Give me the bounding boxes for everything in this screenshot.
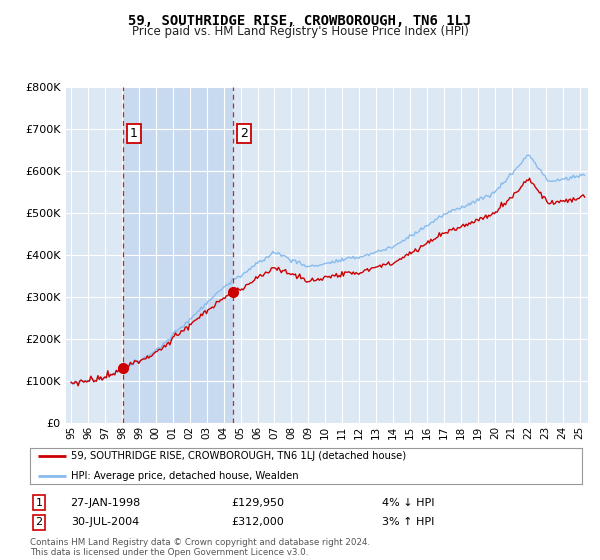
Text: 3% ↑ HPI: 3% ↑ HPI [382,517,434,528]
Bar [123,87,233,423]
Text: HPI: Average price, detached house, Wealden: HPI: Average price, detached house, Weal… [71,472,299,482]
Text: 2: 2 [35,517,43,528]
Text: 59, SOUTHRIDGE RISE, CROWBOROUGH, TN6 1LJ (detached house): 59, SOUTHRIDGE RISE, CROWBOROUGH, TN6 1L… [71,451,407,461]
Text: 1: 1 [35,498,43,508]
Text: £129,950: £129,950 [232,498,284,508]
Text: 59, SOUTHRIDGE RISE, CROWBOROUGH, TN6 1LJ: 59, SOUTHRIDGE RISE, CROWBOROUGH, TN6 1L… [128,14,472,28]
Text: 30-JUL-2004: 30-JUL-2004 [71,517,139,528]
Text: Contains HM Land Registry data © Crown copyright and database right 2024.
This d: Contains HM Land Registry data © Crown c… [30,538,370,557]
Text: 2: 2 [240,127,248,141]
Text: 27-JAN-1998: 27-JAN-1998 [70,498,140,508]
Text: Price paid vs. HM Land Registry's House Price Index (HPI): Price paid vs. HM Land Registry's House … [131,25,469,38]
Text: 4% ↓ HPI: 4% ↓ HPI [382,498,434,508]
Text: 1: 1 [130,127,138,141]
Text: £312,000: £312,000 [232,517,284,528]
